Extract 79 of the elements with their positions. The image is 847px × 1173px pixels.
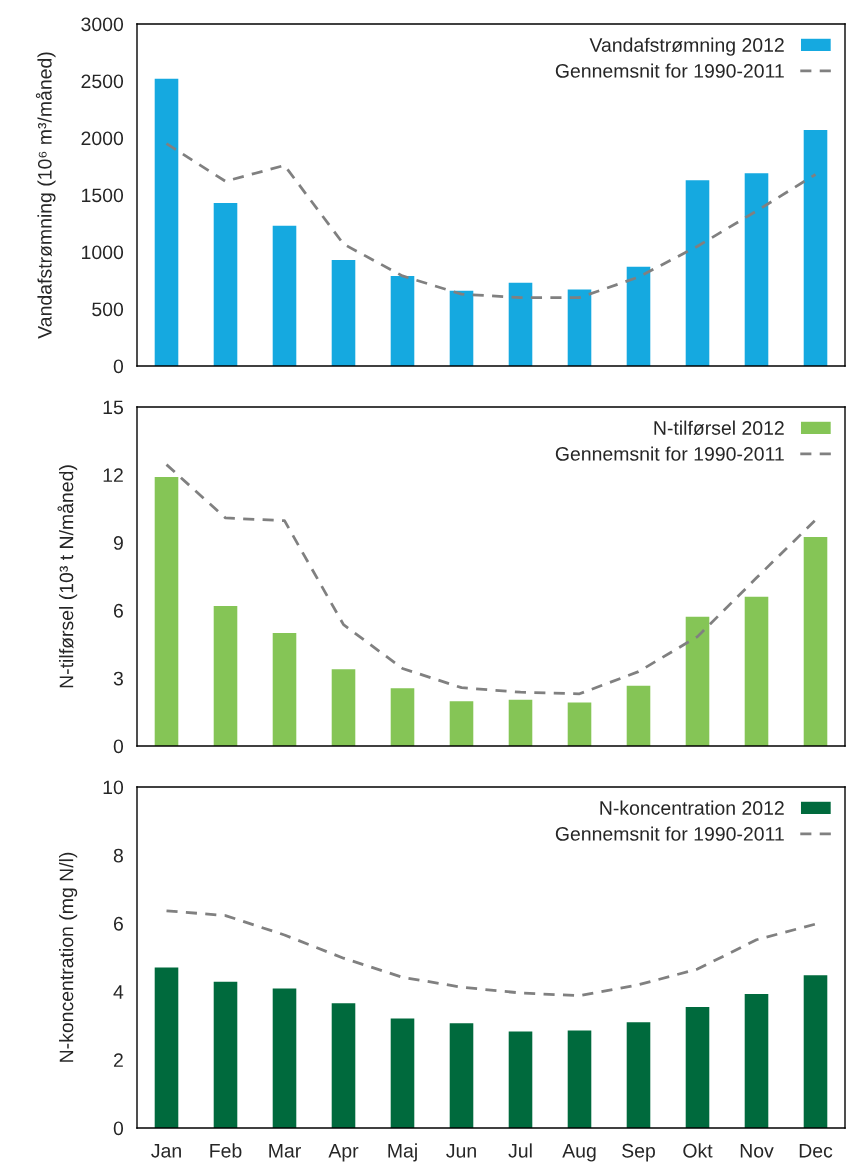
bar	[449, 701, 474, 746]
y-tick-label: 9	[113, 536, 123, 550]
x-tick-label: Dec	[799, 1144, 833, 1158]
bar	[626, 1022, 651, 1128]
x-tick-label: Nov	[740, 1144, 774, 1158]
y-tick-label: 2500	[81, 74, 124, 89]
bar	[626, 685, 651, 746]
y-tick-label: 0	[113, 359, 124, 374]
bar	[213, 981, 238, 1128]
bar	[331, 1003, 356, 1128]
bar	[272, 225, 297, 366]
bar	[390, 1018, 415, 1128]
bar	[390, 275, 415, 366]
y-tick-label: 0	[113, 1121, 124, 1136]
bar	[685, 180, 710, 366]
x-tick-label: Jun	[446, 1144, 476, 1158]
bar	[803, 536, 828, 746]
x-tick-label: Feb	[210, 1143, 242, 1158]
y-tick-label: 10	[103, 780, 124, 795]
legend-label: N-tilførsel 2012	[654, 420, 784, 436]
line-series	[165, 909, 817, 998]
legend-label: Gennemsnit for 1990-2011	[555, 63, 784, 78]
bar	[803, 975, 828, 1128]
bar	[331, 669, 356, 746]
y-tick-label: 15	[103, 400, 123, 415]
bar	[390, 688, 415, 746]
bar	[331, 259, 356, 366]
y-tick-label: 6	[113, 603, 123, 618]
legend-label: N-koncentration 2012	[600, 800, 784, 815]
line-series	[165, 142, 817, 299]
y-tick-label: 3000	[81, 17, 124, 32]
x-tick-label: Jan	[151, 1144, 181, 1158]
bar	[154, 967, 179, 1128]
y-tick-label: 2000	[81, 131, 124, 146]
x-tick-label: Maj	[388, 1143, 417, 1162]
x-tick-label: Mar	[269, 1144, 301, 1158]
x-tick-label: Sep	[622, 1143, 655, 1162]
bar	[744, 993, 769, 1128]
y-tick-label: 6	[113, 916, 123, 931]
bar	[449, 290, 474, 366]
y-axis-title: N-tilførsel (10³ t N/måned)	[57, 465, 78, 688]
x-tick-label: Apr	[328, 1144, 359, 1162]
bar	[508, 1031, 533, 1128]
bar	[154, 477, 179, 746]
y-axis-title: N-koncentration (mg N/l)	[59, 852, 78, 1062]
bar	[272, 988, 297, 1128]
legend-label: Gennemsnit for 1990-2011	[555, 826, 784, 841]
bar	[744, 173, 769, 366]
bar	[567, 289, 592, 366]
line-series	[165, 463, 817, 696]
bar	[508, 282, 533, 366]
bar	[744, 596, 769, 746]
legend-label: Vandafstrømning 2012	[589, 37, 784, 56]
y-tick-label: 1000	[82, 245, 124, 260]
y-tick-label: 500	[92, 302, 124, 317]
y-tick-label: 8	[113, 848, 123, 863]
bar	[567, 702, 592, 746]
bar	[272, 633, 297, 746]
bar	[508, 699, 533, 746]
x-tick-label: Okt	[683, 1143, 713, 1158]
bar	[449, 1023, 474, 1128]
y-tick-label: 2	[113, 1053, 123, 1067]
bar	[685, 616, 710, 746]
bar	[685, 1006, 710, 1128]
x-tick-label: Jul	[508, 1143, 532, 1158]
bar	[803, 130, 828, 366]
bar	[626, 266, 651, 366]
bar	[213, 605, 238, 746]
y-tick-label: 0	[113, 739, 124, 754]
y-tick-label: 1500	[82, 188, 124, 203]
y-axis-title: Vandafstrømning (10⁶ m³/måned)	[35, 52, 56, 339]
bar	[213, 202, 238, 366]
bar	[154, 78, 179, 366]
y-tick-label: 4	[113, 985, 124, 999]
y-tick-label: 3	[113, 671, 123, 686]
legend-label: Gennemsnit for 1990-2011	[555, 446, 784, 461]
bar	[567, 1030, 592, 1128]
x-tick-label: Aug	[562, 1144, 596, 1162]
y-tick-label: 12	[103, 468, 123, 482]
